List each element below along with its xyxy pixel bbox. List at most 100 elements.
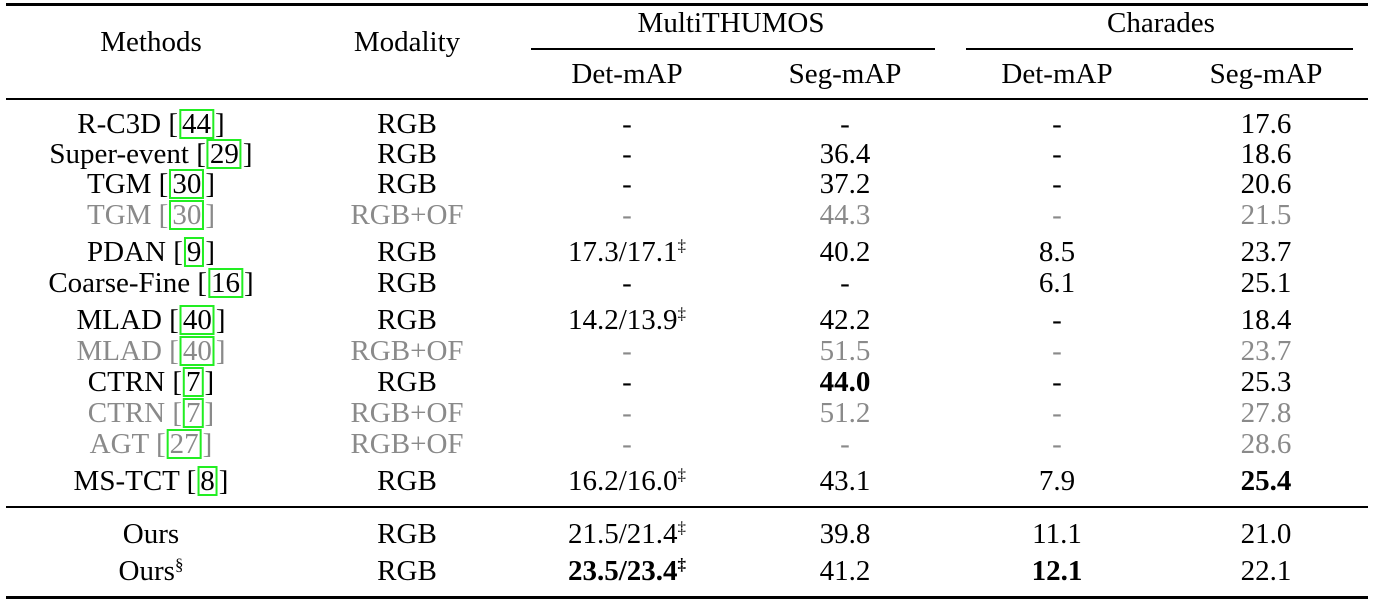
charades-seg-map: 21.5: [1241, 199, 1292, 231]
method-cell: Coarse-Fine [16]: [48, 267, 254, 299]
multithumos-seg-map-value: 37.2: [819, 168, 871, 200]
multithumos-seg-map-value: 40.2: [819, 236, 871, 268]
charades-det-map: -: [1052, 335, 1062, 367]
charades-seg-map-value: 28.6: [1240, 428, 1292, 460]
modality-cell-value: RGB+OF: [350, 397, 464, 429]
multithumos-seg-map: 51.5: [820, 335, 871, 367]
citation-link[interactable]: 30: [169, 169, 205, 199]
multithumos-seg-map-value: 44.0: [819, 366, 871, 398]
multithumos-seg-map: 39.8: [820, 518, 871, 550]
method-name: Coarse-Fine: [48, 267, 191, 299]
method-cell: TGM [30]: [86, 199, 216, 231]
charades-seg-map: 17.6: [1241, 108, 1292, 140]
multithumos-det-map-value: 16.2/16.0: [567, 465, 678, 497]
charades-det-map-value: -: [1052, 366, 1062, 398]
multithumos-det-map: 21.5/21.4‡: [568, 518, 686, 550]
charades-seg-map-value: 25.4: [1240, 465, 1292, 497]
multithumos-seg-map: -: [840, 108, 850, 140]
charades-seg-map: 23.7: [1241, 236, 1292, 268]
charades-seg-map: 21.0: [1241, 518, 1292, 550]
header-charades: Charades: [1107, 7, 1215, 39]
citation-link[interactable]: 9: [183, 237, 205, 267]
citation-link[interactable]: 44: [179, 109, 215, 139]
citation-link[interactable]: 8: [197, 466, 218, 496]
charades-seg-map: 28.6: [1241, 428, 1292, 460]
method-cell: MLAD [40]: [76, 304, 226, 336]
charades-det-map-value: 11.1: [1032, 518, 1082, 550]
multithumos-det-map-value: -: [622, 397, 632, 429]
method-cell: CTRN [7]: [87, 397, 215, 429]
multithumos-seg-map-value: 42.2: [819, 304, 871, 336]
multithumos-det-map-value: 21.5/21.4: [567, 518, 678, 550]
method-name: TGM: [86, 199, 152, 231]
multithumos-seg-map-value: 51.2: [819, 397, 871, 429]
charades-det-map: -: [1052, 168, 1062, 200]
multithumos-seg-map: 42.2: [820, 304, 871, 336]
citation-link[interactable]: 29: [206, 139, 242, 169]
multithumos-seg-map-value: -: [840, 108, 850, 140]
citation-link[interactable]: 40: [179, 305, 215, 335]
citation-link[interactable]: 27: [166, 429, 202, 459]
multithumos-det-map-value: -: [622, 335, 632, 367]
citation-link[interactable]: 30: [169, 200, 205, 230]
modality-cell: RGB+OF: [350, 428, 463, 460]
modality-cell-value: RGB: [377, 518, 437, 550]
charades-det-map-value: -: [1052, 199, 1062, 231]
multithumos-det-map-value: 23.5/23.4: [567, 555, 678, 587]
section-rule: [6, 506, 1368, 508]
charades-seg-map: 20.6: [1241, 168, 1292, 200]
method-cell: R-C3D [44]: [77, 108, 225, 140]
modality-cell: RGB: [377, 555, 437, 587]
citation-link[interactable]: 7: [183, 367, 204, 397]
charades-det-map-value: -: [1052, 304, 1062, 336]
multithumos-seg-map-value: 39.8: [819, 518, 871, 550]
charades-det-map-value: 8.5: [1038, 236, 1076, 268]
charades-seg-map-value: 25.1: [1240, 267, 1292, 299]
method-cell: TGM [30]: [86, 168, 216, 200]
multithumos-det-map-value: -: [622, 366, 632, 398]
charades-seg-map-value: 21.0: [1240, 518, 1292, 550]
multithumos-det-map-value: -: [622, 168, 632, 200]
modality-cell: RGB+OF: [350, 335, 463, 367]
method-name: R-C3D: [77, 108, 162, 140]
method-cell: Ours§: [119, 555, 184, 587]
method-name: Ours: [122, 518, 180, 550]
charades-seg-map-value: 17.6: [1240, 108, 1292, 140]
modality-cell-value: RGB: [377, 168, 437, 200]
double-dagger-mark: ‡: [677, 518, 687, 537]
modality-cell: RGB: [377, 267, 437, 299]
multithumos-seg-map: 51.2: [820, 397, 871, 429]
multithumos-det-map: 16.2/16.0‡: [568, 465, 686, 497]
method-cell: Ours: [123, 518, 179, 550]
multithumos-seg-map: -: [840, 267, 850, 299]
modality-cell-value: RGB: [377, 236, 437, 268]
method-name: AGT: [89, 428, 149, 460]
method-name: MLAD: [76, 304, 162, 336]
citation-link[interactable]: 7: [183, 398, 204, 428]
multithumos-det-map-value: -: [622, 267, 632, 299]
multithumos-seg-map-value: -: [840, 428, 850, 460]
double-dagger-mark: ‡: [677, 236, 687, 255]
modality-cell: RGB+OF: [350, 199, 463, 231]
multithumos-det-map: -: [622, 108, 632, 140]
charades-det-map-value: -: [1052, 335, 1062, 367]
charades-det-map: -: [1052, 428, 1062, 460]
method-cell: AGT [27]: [89, 428, 213, 460]
method-cell: MLAD [40]: [76, 335, 226, 367]
charades-det-map: -: [1052, 366, 1062, 398]
header-modality: Modality: [353, 26, 461, 58]
modality-cell: RGB: [377, 304, 437, 336]
multithumos-det-map: -: [622, 267, 632, 299]
header-charades-det: Det-mAP: [1001, 58, 1113, 90]
citation-link[interactable]: 40: [179, 336, 215, 366]
charades-seg-map-value: 25.3: [1240, 366, 1292, 398]
multithumos-det-map: -: [622, 428, 632, 460]
multithumos-seg-map: 37.2: [820, 168, 871, 200]
charades-seg-map: 23.7: [1241, 335, 1292, 367]
multithumos-det-map-value: 17.3/17.1: [567, 236, 678, 268]
multithumos-det-map: -: [622, 168, 632, 200]
charades-seg-map-value: 20.6: [1240, 168, 1292, 200]
citation-link[interactable]: 16: [208, 268, 243, 298]
multithumos-seg-map: 44.3: [820, 199, 871, 231]
charades-det-map-value: -: [1052, 108, 1062, 140]
